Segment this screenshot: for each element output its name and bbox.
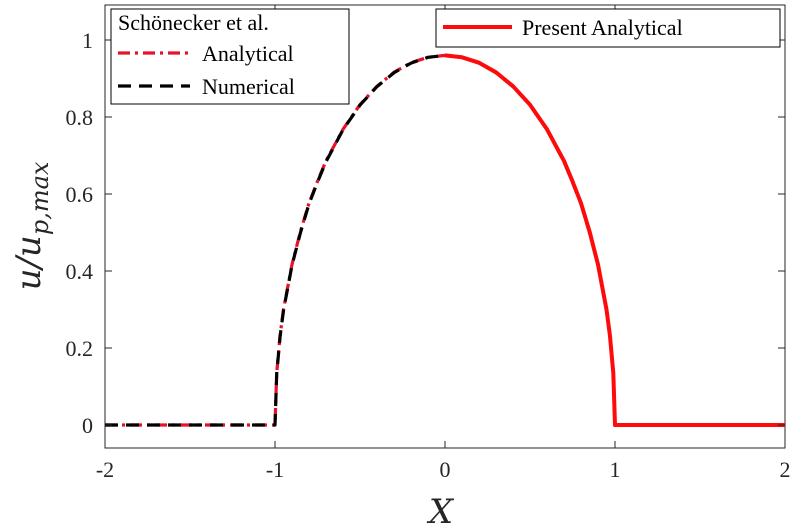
x-tick-label: 1: [610, 457, 621, 482]
x-tick-label: 0: [440, 457, 451, 482]
x-tick-label: 2: [780, 457, 791, 482]
y-tick-label: 1: [82, 28, 93, 53]
y-tick-label: 0: [82, 413, 93, 438]
y-tick-label: 0.4: [66, 259, 94, 284]
plot-lines: [105, 53, 785, 427]
x-tick-label: -1: [266, 457, 284, 482]
series-line-numerical: [105, 53, 785, 427]
x-axis-label: X: [426, 492, 455, 529]
legend-left: Schönecker et al. Analytical Numerical: [110, 8, 350, 105]
legend-entry-analytical: Analytical: [202, 41, 294, 66]
legend-entry-present-analytical: Present Analytical: [522, 15, 683, 40]
y-tick-label: 0.8: [66, 105, 94, 130]
y-axis-label: u/up,max: [9, 161, 54, 290]
x-tick-label: -2: [96, 457, 114, 482]
legend-left-box: [110, 8, 350, 105]
legend-left-title: Schönecker et al.: [118, 10, 269, 35]
legend-entry-numerical: Numerical: [202, 74, 295, 99]
axis-ticks: -2 -1 0 1 2 0 0.2 0.4 0.6 0.8 1: [66, 5, 791, 482]
series-line-present-analytical: [444, 53, 785, 427]
y-axis-label-main: u/u: [9, 235, 49, 290]
legend-right: Present Analytical: [435, 8, 781, 48]
y-tick-label: 0.2: [66, 336, 94, 361]
y-tick-label: 0.6: [66, 182, 94, 207]
y-axis-label-subscript: p,max: [26, 161, 54, 235]
